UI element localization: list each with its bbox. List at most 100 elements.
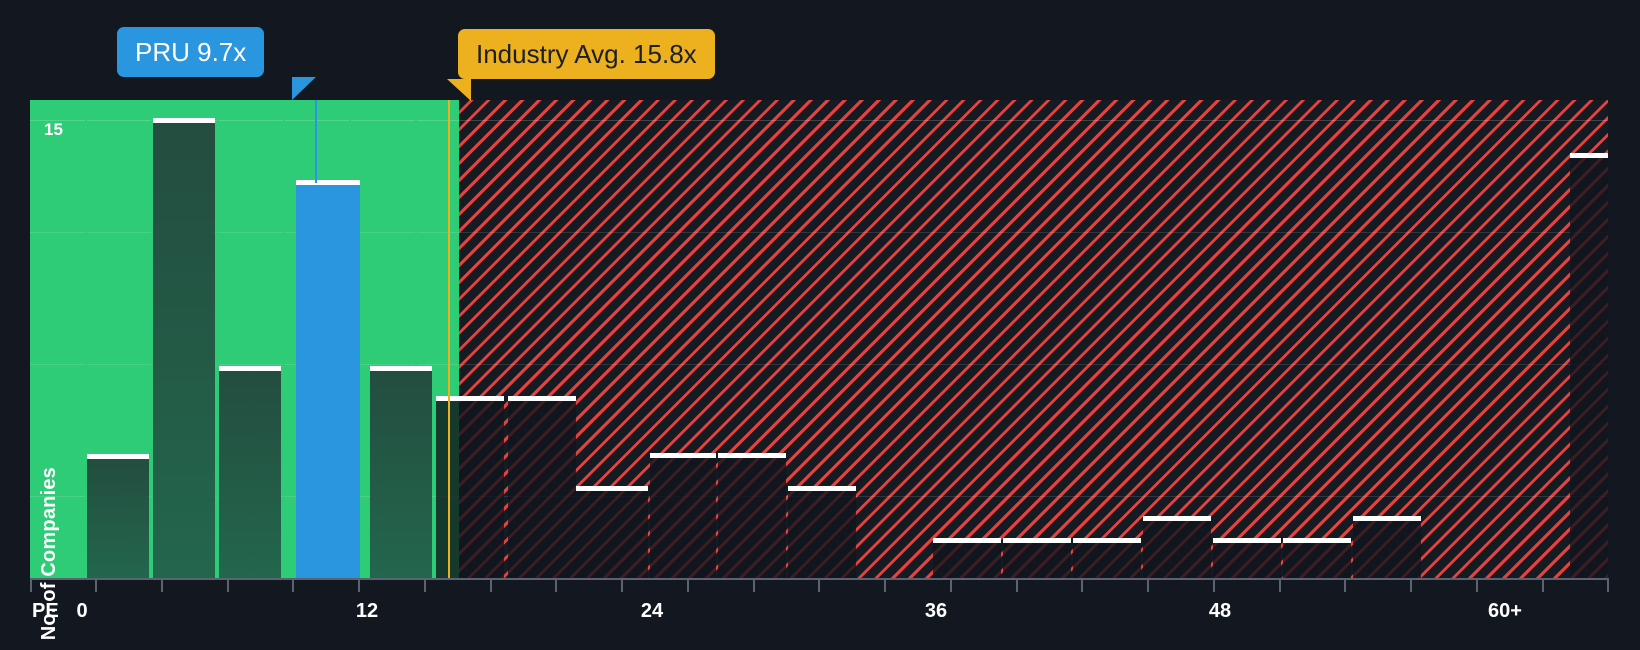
x-axis-tick <box>1213 578 1215 592</box>
bar-cap <box>933 538 1001 543</box>
bar-body <box>1003 543 1071 578</box>
bar-bin-1 <box>87 454 149 578</box>
bar-body <box>370 371 432 578</box>
x-axis-tick <box>687 578 689 592</box>
x-axis-tick <box>1147 578 1149 592</box>
bar-cap <box>650 453 716 458</box>
x-axis-tick <box>753 578 755 592</box>
x-axis-tick <box>30 578 32 592</box>
bar-body <box>219 371 281 578</box>
x-axis-tick <box>1542 578 1544 592</box>
x-axis-tick <box>490 578 492 592</box>
bar-cap <box>153 118 215 123</box>
x-axis-tick-label-12: 12 <box>355 600 379 622</box>
x-axis-tick <box>884 578 886 592</box>
bar-cap <box>219 366 281 371</box>
bar-cap <box>87 454 149 459</box>
bar-bin-60plus <box>1570 153 1608 578</box>
bar-body <box>153 123 215 578</box>
bar-bin-19 <box>1003 538 1071 578</box>
bar-cap <box>1283 538 1351 543</box>
x-axis-tick <box>424 578 426 592</box>
bar-cap <box>436 396 504 401</box>
bar-bin-5 <box>219 366 281 578</box>
x-axis-tick-label-60: 60+ <box>1488 600 1522 622</box>
x-axis-tick <box>621 578 623 592</box>
bar-cap <box>1353 516 1421 521</box>
bar-body <box>650 458 716 578</box>
bar-bin-20 <box>1073 538 1141 578</box>
bar-cap <box>1003 538 1071 543</box>
bar-body <box>933 543 1001 578</box>
bin-separator <box>85 100 87 578</box>
bin-separator <box>283 100 285 578</box>
bar-cap <box>1143 516 1211 521</box>
bar-bin-8 <box>370 366 432 578</box>
x-axis-tick-label-0: 0 <box>76 600 88 622</box>
x-axis-tick <box>1279 578 1281 592</box>
bar-body <box>1213 543 1281 578</box>
pru-marker-line <box>315 100 317 183</box>
x-axis-tick-label-24: 24 <box>640 600 664 622</box>
bar-bin-17 <box>788 486 856 578</box>
bar-bin-pru <box>296 180 360 578</box>
x-axis-tick <box>1081 578 1083 592</box>
x-axis-tick <box>358 578 360 592</box>
x-axis-tick <box>1607 578 1609 592</box>
bar-cap <box>788 486 856 491</box>
industry-avg-callout[interactable]: Industry Avg. 15.8x <box>458 29 715 79</box>
x-axis-tick <box>161 578 163 592</box>
bar-bin-15 <box>718 453 786 578</box>
bar-bin-10 <box>508 396 576 578</box>
zone-expensive <box>459 100 1608 578</box>
bar-body <box>718 458 786 578</box>
bar-body <box>1073 543 1141 578</box>
bar-bin-22 <box>1213 538 1281 578</box>
pru-callout[interactable]: PRU 9.7x <box>117 27 265 77</box>
bar-body <box>296 185 360 578</box>
x-axis-tick <box>292 578 294 592</box>
pru-callout-tail <box>292 77 316 100</box>
x-axis-tick-label-36: 36 <box>924 600 948 622</box>
industry-avg-callout-label: Industry Avg. 15.8x <box>476 39 697 69</box>
x-axis-tick <box>227 578 229 592</box>
bar-cap <box>1570 153 1608 158</box>
pru-callout-label: PRU 9.7x <box>135 37 247 67</box>
bar-bin-14 <box>650 453 716 578</box>
bar-bin-12 <box>576 486 648 578</box>
bar-cap <box>576 486 648 491</box>
x-axis-tick <box>1476 578 1478 592</box>
bar-cap <box>296 180 360 185</box>
bar-body <box>1570 158 1608 578</box>
bar-body <box>1143 521 1211 578</box>
bar-bin-9 <box>436 396 504 578</box>
bar-bin-24 <box>1353 516 1421 578</box>
x-axis-tick <box>555 578 557 592</box>
bar-body <box>788 491 856 578</box>
bin-separator <box>415 100 417 578</box>
bar-bin-3 <box>153 118 215 578</box>
x-axis-prefix-label: PE <box>32 600 59 622</box>
bin-separator <box>217 100 219 578</box>
x-axis-tick <box>818 578 820 592</box>
y-axis-value-label: 15 <box>44 120 63 139</box>
bar-cap <box>718 453 786 458</box>
industry-avg-callout-tail <box>447 79 471 101</box>
bar-cap <box>370 366 432 371</box>
x-axis-tick <box>1410 578 1412 592</box>
bar-body <box>508 401 576 578</box>
bar-body <box>87 459 149 578</box>
bin-separator <box>151 100 153 578</box>
bar-cap <box>1073 538 1141 543</box>
bar-bin-21 <box>1143 516 1211 578</box>
bar-bin-23 <box>1283 538 1351 578</box>
bar-body <box>1353 521 1421 578</box>
plot-area <box>30 100 1608 578</box>
x-axis-tick-label-48: 48 <box>1208 600 1232 622</box>
bar-body <box>1283 543 1351 578</box>
bar-bin-18 <box>933 538 1001 578</box>
x-axis-tick <box>1344 578 1346 592</box>
industry-avg-marker-line <box>448 100 450 578</box>
bar-body <box>576 491 648 578</box>
